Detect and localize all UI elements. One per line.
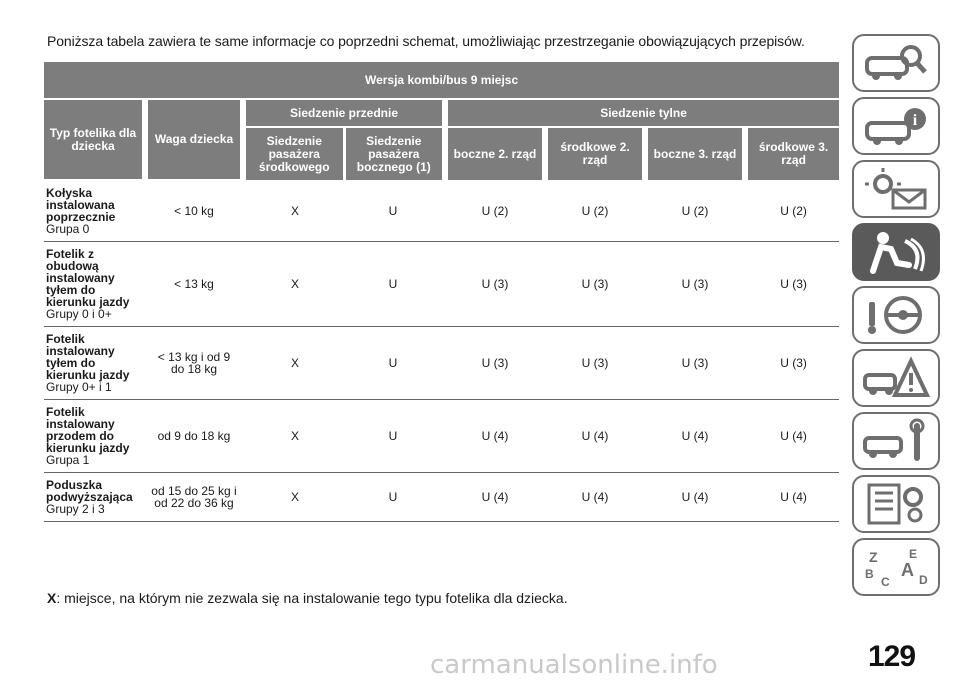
row3-side-header: boczne 3. rząd: [648, 127, 742, 180]
row3-middle-header: środkowe 3. rząd: [748, 127, 840, 180]
value-cell: U (2): [748, 180, 840, 242]
value-cell: U: [344, 180, 442, 242]
seat-type-bold: Fotelik instalowany przodem do kierunku …: [46, 405, 130, 455]
svg-text:E: E: [909, 547, 917, 561]
value-cell: U: [344, 241, 442, 327]
value-cell: U (3): [548, 326, 642, 400]
page-number: 129: [868, 640, 916, 673]
value-cell: U (2): [548, 180, 642, 242]
header-gap: [742, 127, 748, 180]
value-cell: X: [246, 472, 344, 522]
value-cell: U (4): [448, 399, 542, 473]
seat-type-bold: Kołyska instalowana poprzecznie: [46, 186, 116, 224]
value-cell: U (3): [648, 241, 742, 327]
note-key: X: [47, 590, 57, 606]
value-cell: U (2): [648, 180, 742, 242]
value-cell: U (4): [648, 399, 742, 473]
weight-cell: < 13 kg: [148, 241, 240, 327]
intro-text: Poniższa tabela zawiera te same informac…: [47, 33, 805, 49]
car-search-icon[interactable]: [852, 34, 940, 92]
value-cell: U: [344, 472, 442, 522]
table-row: Kołyska instalowana poprzecznie Grupa 0 <…: [44, 180, 840, 242]
value-cell: U (3): [548, 241, 642, 327]
weight-cell: od 9 do 18 kg: [148, 399, 240, 473]
value-cell: X: [246, 399, 344, 473]
car-service-icon[interactable]: [852, 412, 940, 470]
header-gap: [542, 127, 548, 180]
table-row: Fotelik instalowany przodem do kierunku …: [44, 399, 840, 473]
type-header: Typ fotelika dla dziecka: [44, 99, 142, 181]
svg-text:C: C: [881, 575, 890, 589]
svg-text:D: D: [919, 573, 928, 587]
header-gap: [642, 127, 648, 180]
table-note: X: miejsce, na którym nie zezwala się na…: [47, 590, 568, 606]
value-cell: U (3): [648, 326, 742, 400]
note-text: : miejsce, na którym nie zezwala się na …: [56, 590, 568, 606]
svg-text:A: A: [901, 560, 914, 580]
child-seat-table: Wersja kombi/bus 9 miejsc Typ fotelika d…: [44, 62, 840, 522]
car-info-icon[interactable]: i: [852, 97, 940, 155]
row2-middle-header: środkowe 2. rząd: [548, 127, 642, 180]
side-passenger-header: Siedzenie pasażera bocznego (1): [344, 127, 442, 180]
value-cell: U (3): [448, 241, 542, 327]
value-cell: U (4): [448, 472, 542, 522]
value-cell: X: [246, 326, 344, 400]
seat-type-cell: Fotelik instalowany przodem do kierunku …: [44, 399, 142, 473]
table-row: Poduszka podwyższająca Grupy 2 i 3 od 15 …: [44, 472, 840, 522]
version-header: Wersja kombi/bus 9 miejsc: [44, 62, 840, 100]
seat-group: Grupa 0: [46, 222, 90, 236]
front-seat-header: Siedzenie przednie: [246, 99, 442, 128]
weight-header: Waga dziecka: [148, 99, 240, 181]
value-cell: U (4): [748, 399, 840, 473]
header-gap: [142, 99, 148, 181]
value-cell: U (4): [548, 472, 642, 522]
seat-type-bold: Poduszka podwyższająca: [46, 478, 133, 504]
value-cell: U (3): [448, 326, 542, 400]
svg-text:Z: Z: [869, 549, 878, 565]
value-cell: X: [246, 241, 344, 327]
car-warning-icon[interactable]: [852, 349, 940, 407]
middle-passenger-header: Siedzenie pasażera środkowego: [246, 127, 346, 180]
svg-text:i: i: [913, 112, 918, 129]
watermark: carmanualsonline.info: [430, 650, 718, 680]
weight-cell: < 13 kg i od 9 do 18 kg: [148, 326, 240, 400]
weight-cell: od 15 do 25 kg i od 22 do 36 kg: [148, 472, 240, 522]
seat-type-cell: Fotelik instalowany tyłem do kierunku ja…: [44, 326, 142, 400]
svg-text:B: B: [865, 567, 874, 581]
seat-type-cell: Kołyska instalowana poprzecznie Grupa 0: [44, 180, 142, 242]
value-cell: X: [246, 180, 344, 242]
header-gap: [442, 99, 448, 181]
seat-type-cell: Poduszka podwyższająca Grupy 2 i 3: [44, 472, 142, 522]
value-cell: U: [344, 326, 442, 400]
specifications-icon[interactable]: [852, 475, 940, 533]
steering-key-icon[interactable]: [852, 286, 940, 344]
value-cell: U (2): [448, 180, 542, 242]
table-row: Fotelik instalowany tyłem do kierunku ja…: [44, 326, 840, 400]
warning-lights-icon[interactable]: [852, 160, 940, 218]
header-gap: [240, 99, 246, 181]
seat-group: Grupy 0+ i 1: [46, 380, 112, 394]
safety-airbag-icon[interactable]: [852, 223, 940, 281]
seat-type-bold: Fotelik instalowany tyłem do kierunku ja…: [46, 332, 130, 382]
row2-side-header: boczne 2. rząd: [448, 127, 542, 180]
value-cell: U (4): [648, 472, 742, 522]
value-cell: U (4): [748, 472, 840, 522]
value-cell: U (3): [748, 241, 840, 327]
seat-group: Grupy 0 i 0+: [46, 307, 112, 321]
weight-cell: < 10 kg: [148, 180, 240, 242]
value-cell: U (4): [548, 399, 642, 473]
seat-type-cell: Fotelik z obudową instalowany tyłem do k…: [44, 241, 142, 327]
seat-group: Grupy 2 i 3: [46, 502, 105, 516]
value-cell: U: [344, 399, 442, 473]
value-cell: U (3): [748, 326, 840, 400]
seat-group: Grupa 1: [46, 453, 90, 467]
seat-type-bold: Fotelik z obudową instalowany tyłem do k…: [46, 247, 130, 309]
table-row: Fotelik z obudową instalowany tyłem do k…: [44, 241, 840, 327]
rear-seats-header: Siedzenie tylne: [448, 99, 840, 128]
